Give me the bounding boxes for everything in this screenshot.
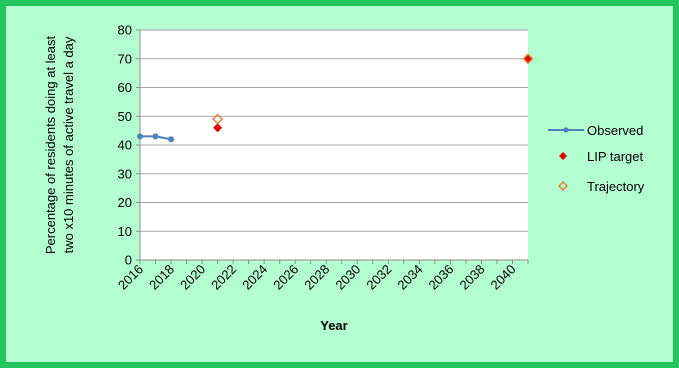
y-tick-label: 80 <box>118 23 132 38</box>
x-tick-label: 2038 <box>457 262 488 293</box>
x-tick-label: 2020 <box>177 262 208 293</box>
y-tick-label: 0 <box>125 253 132 268</box>
x-tick-label: 2026 <box>270 262 301 293</box>
series-trajectory <box>212 53 534 125</box>
x-tick-label: 2016 <box>115 262 146 293</box>
data-marks <box>137 53 534 143</box>
axes <box>136 29 529 264</box>
legend-trajectory-label: Trajectory <box>587 179 645 194</box>
x-tick-labels: 2016 2018 2020 2022 2024 2026 2028 2030 2032 2034… <box>115 262 519 293</box>
data-point <box>137 133 143 140</box>
x-tick-label: 2024 <box>239 262 270 293</box>
y-axis-title-line-2: two x10 minutes of active travel a day <box>61 36 76 253</box>
legend-lip-target-label: LIP target <box>587 149 644 164</box>
legend: Observed LIP target Trajectory <box>548 123 645 194</box>
y-axis-title: Percentage of residents doing at least t… <box>43 35 76 254</box>
data-point <box>168 136 175 143</box>
legend-observed-marker <box>563 127 569 133</box>
y-tick-label: 40 <box>118 138 132 153</box>
data-point <box>213 123 223 133</box>
gridlines <box>140 29 528 232</box>
x-tick-label: 2030 <box>332 262 363 293</box>
legend-trajectory-marker <box>557 180 569 192</box>
y-tick-label: 20 <box>118 195 132 210</box>
x-tick-label: 2022 <box>208 262 239 293</box>
x-axis-title: Year <box>320 318 347 333</box>
data-point <box>212 113 224 125</box>
x-tick-label: 2028 <box>301 262 332 293</box>
y-tick-label: 50 <box>118 109 132 124</box>
data-point <box>522 53 534 65</box>
x-tick-label: 2036 <box>425 262 456 293</box>
y-tick-label: 30 <box>118 166 132 181</box>
x-tick-label: 2034 <box>394 262 425 293</box>
x-tick-label: 2040 <box>488 262 519 293</box>
legend-item-observed: Observed <box>548 123 643 138</box>
legend-item-lip-target: LIP target <box>559 149 644 164</box>
series-observed <box>137 133 175 143</box>
y-axis-title-line-1: Percentage of residents doing at least <box>43 35 58 254</box>
legend-lip-target-marker <box>559 152 567 160</box>
data-point <box>152 133 159 140</box>
legend-observed-label: Observed <box>587 123 643 138</box>
y-tick-label: 10 <box>118 224 132 239</box>
y-tick-label: 60 <box>118 80 132 95</box>
x-tick-label: 2032 <box>363 262 394 293</box>
legend-item-trajectory: Trajectory <box>557 179 645 194</box>
y-tick-labels: 0 10 20 30 40 50 60 70 80 <box>118 23 132 268</box>
y-tick-label: 70 <box>118 51 132 66</box>
x-tick-label: 2018 <box>146 262 177 293</box>
